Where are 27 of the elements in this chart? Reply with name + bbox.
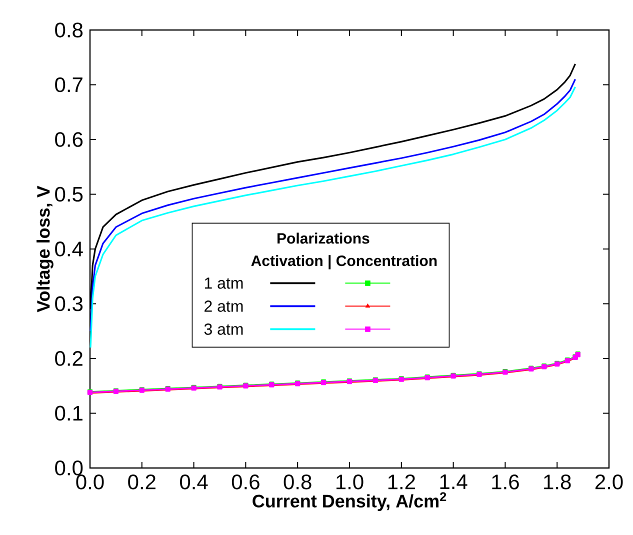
x-tick-label: 0.4 <box>180 474 208 490</box>
x-tick-label: 2.0 <box>595 474 623 490</box>
x-tick-label: 0.0 <box>76 474 104 490</box>
annotation: Activation | Concentration <box>251 255 437 270</box>
x-tick-label: 1.8 <box>544 474 571 490</box>
x-tick-label: 0.6 <box>232 474 260 490</box>
legend-label: 3 atm <box>204 324 243 335</box>
y-tick-label: 0.8 <box>55 22 83 38</box>
y-tick-label: 0.4 <box>55 242 83 256</box>
x-tick-label: 0.2 <box>128 474 156 490</box>
y-tick-label: 0.1 <box>55 406 82 421</box>
y-axis-title: Voltage loss, V <box>36 186 54 312</box>
x-tick-label: 1.0 <box>336 474 364 490</box>
y-tick-label: 0.0 <box>55 460 83 476</box>
y-tick-label: 0.2 <box>55 351 82 366</box>
legend-title: Polarizations <box>278 232 370 244</box>
y-tick-label: 0.5 <box>55 186 83 202</box>
legend-label: 1 atm <box>204 278 243 289</box>
legend-label: 2 atm <box>204 300 243 312</box>
x-axis-title: Current Density, A/cm$^{2}$ <box>252 492 446 512</box>
x-tick-label: 1.2 <box>388 474 415 490</box>
y-tick-label: 0.7 <box>55 77 82 92</box>
y-tick-label: 0.6 <box>55 132 83 147</box>
x-tick-label: 1.4 <box>440 474 468 489</box>
y-tick-label: 0.3 <box>55 296 83 312</box>
x-tick-label: 0.8 <box>284 474 312 490</box>
x-tick-label: 1.6 <box>492 474 519 490</box>
